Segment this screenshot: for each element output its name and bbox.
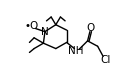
Text: N: N <box>41 27 49 37</box>
Text: •O: •O <box>25 21 39 31</box>
Text: NH: NH <box>68 46 84 56</box>
Text: O: O <box>87 23 95 33</box>
Text: Cl: Cl <box>100 55 111 65</box>
